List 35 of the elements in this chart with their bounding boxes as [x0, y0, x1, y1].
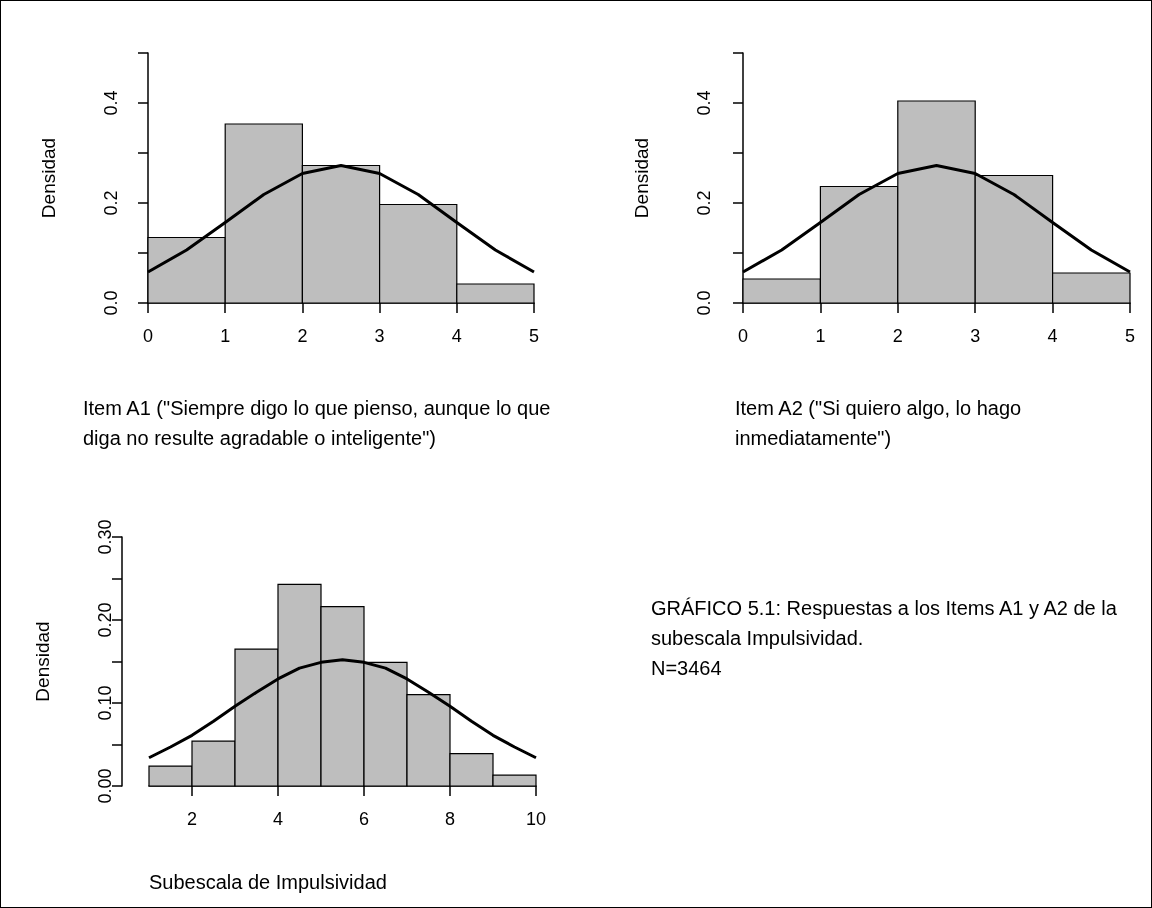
x-tick-label: 2	[892, 326, 903, 346]
x-axis-title: Item A2 ("Si quiero algo, lo hago inmediatamente")	[735, 396, 1023, 451]
y-axis-title: Densidad	[32, 621, 53, 702]
x-axis-title: Item A1 ("Siempre digo lo que pienso, aunque lo que diga no resulte agradable o inteligente")	[83, 396, 552, 451]
y-tick-label: 0.4	[101, 90, 121, 116]
y-axis-title: Densidad	[38, 137, 59, 219]
y-tick-label: 0.4	[694, 90, 714, 116]
x-tick-label: 5	[1124, 326, 1136, 346]
x-tick-label: 10	[525, 809, 547, 829]
y-tick-label: 0.00	[95, 768, 115, 804]
x-tick-label: 0	[142, 326, 154, 346]
text: GRÁFICO 5.1: Respuestas a los Items A1 y A2 de la subescala Impulsividad.	[651, 596, 1118, 651]
text: N=3464	[651, 656, 723, 681]
x-tick-label: 2	[186, 809, 198, 829]
x-tick-label: 1	[815, 326, 826, 346]
x-axis-title: Subescala de Impulsividad	[149, 870, 388, 895]
y-tick-label: 0.2	[101, 190, 121, 216]
x-tick-label: 4	[272, 809, 284, 829]
x-tick-label: 3	[970, 326, 981, 346]
x-tick-label: 3	[374, 326, 385, 346]
y-tick-label: 0.0	[694, 290, 714, 316]
y-tick-label: 0.20	[95, 602, 115, 638]
y-tick-label: 0.30	[95, 519, 115, 555]
y-tick-label: 0.2	[694, 190, 714, 216]
y-tick-label: 0.10	[95, 685, 115, 721]
y-axis-title: Densidad	[631, 137, 652, 219]
x-tick-label: 2	[297, 326, 308, 346]
x-tick-label: 1	[220, 326, 231, 346]
x-tick-label: 6	[358, 809, 370, 829]
y-tick-label: 0.0	[101, 290, 121, 316]
x-tick-label: 8	[444, 809, 456, 829]
x-tick-label: 0	[737, 326, 749, 346]
x-tick-label: 4	[1047, 326, 1058, 346]
x-tick-label: 5	[528, 326, 540, 346]
x-tick-label: 4	[451, 326, 462, 346]
